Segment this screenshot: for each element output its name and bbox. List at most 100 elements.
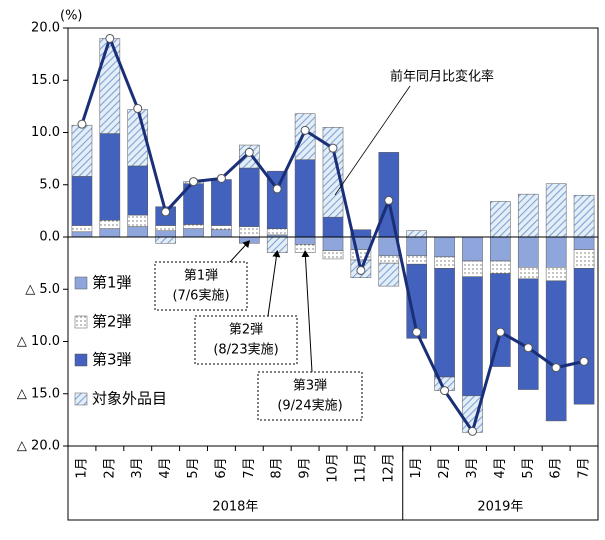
line-marker — [384, 195, 394, 205]
legend-swatch — [74, 353, 88, 367]
bar-segment — [127, 226, 149, 238]
x-tick-label: 11月 — [353, 453, 368, 483]
x-tick-label: 6月 — [214, 457, 229, 478]
bar-segment — [71, 176, 93, 226]
x-tick-label: 2月 — [102, 457, 117, 478]
bar-segment — [71, 124, 93, 177]
bar-segment — [545, 183, 567, 238]
x-tick-label: 7月 — [242, 457, 257, 478]
line-marker — [189, 177, 199, 187]
y-tick-label: △ 5.0 — [25, 282, 60, 297]
x-tick-label: 6月 — [549, 457, 564, 478]
line-marker — [133, 103, 143, 113]
bar-segment — [406, 263, 427, 339]
annotation-arrow — [301, 250, 313, 373]
legend-swatch — [74, 315, 88, 329]
bar-segment — [490, 201, 511, 238]
bar-segment — [322, 216, 344, 238]
bar-segment — [573, 268, 595, 405]
year-label: 2018年 — [212, 500, 258, 515]
y-tick-label: △ 10.0 — [17, 334, 60, 349]
bar-segment — [434, 268, 455, 378]
leader-line — [334, 85, 411, 196]
line-marker — [105, 33, 115, 43]
bar-segment — [573, 249, 595, 269]
bar-segment — [266, 170, 288, 229]
annotation-text: (7/6実施) — [172, 288, 229, 304]
annotation-arrow — [229, 240, 250, 263]
bar-segment — [462, 260, 483, 277]
line-marker — [272, 184, 282, 194]
bar-segment — [406, 230, 427, 238]
annotation-text: 第1弾 — [184, 269, 218, 284]
x-tick-label: 1月 — [74, 457, 89, 478]
bar-segment — [71, 231, 93, 238]
x-tick-label: 1月 — [409, 457, 424, 478]
legend-label: 対象外品目 — [92, 390, 167, 408]
bar-segment — [127, 165, 149, 216]
bar-segment — [211, 225, 232, 230]
annotation-text: 第2弾 — [229, 323, 263, 338]
bar-segment — [490, 236, 511, 262]
legend-label: 第3弾 — [92, 351, 132, 369]
y-tick-label: 0.0 — [39, 230, 60, 245]
y-tick-label: 15.0 — [31, 73, 60, 88]
bar-segment — [406, 236, 427, 257]
line-marker — [467, 426, 477, 436]
bar-segment — [378, 262, 400, 287]
bar-segment — [266, 236, 288, 253]
y-tick-label: 5.0 — [39, 177, 60, 192]
x-tick-label: 10月 — [326, 453, 341, 483]
x-tick-label: 4月 — [493, 457, 508, 478]
annotation-box — [154, 261, 248, 311]
bar-segment — [573, 194, 595, 238]
bar-segment — [517, 236, 539, 268]
bar-segment — [155, 230, 176, 238]
x-tick-label: 5月 — [186, 457, 201, 478]
annotation-arrow — [267, 250, 281, 317]
bar-segment — [462, 236, 483, 262]
legend-label: 第2弾 — [92, 313, 132, 331]
line-marker — [300, 125, 310, 135]
line-marker — [412, 327, 422, 337]
bar-segment — [378, 152, 400, 238]
bar-segment — [517, 267, 539, 280]
y-tick-label: △ 15.0 — [17, 386, 60, 401]
bar-segment — [434, 236, 455, 258]
bar-segment — [294, 236, 316, 245]
bar-segment — [99, 220, 121, 229]
bar-segment — [127, 214, 149, 227]
line-marker — [579, 356, 589, 366]
bar-segment — [239, 236, 260, 244]
annotation-box — [194, 315, 298, 365]
legend-label: 第1弾 — [92, 274, 132, 292]
y-tick-label: △ 20.0 — [17, 439, 60, 454]
bar-segment — [155, 236, 176, 244]
legend-swatch — [74, 276, 88, 290]
y-tick-label: 20.0 — [31, 21, 60, 36]
x-tick-label: 2月 — [437, 457, 452, 478]
bar-segment — [545, 280, 567, 422]
bar-segment — [490, 260, 511, 274]
bar-segment — [406, 255, 427, 265]
bar-segment — [378, 255, 400, 264]
bar-segment — [266, 228, 288, 236]
bar-segment — [517, 193, 539, 238]
legend-swatch — [74, 392, 88, 406]
annotation-text: 第3弾 — [293, 379, 327, 394]
x-tick-label: 8月 — [270, 457, 285, 478]
bar-segment — [322, 250, 344, 260]
annotation-text: (9/24実施) — [277, 398, 342, 414]
line-label: 前年同月比変化率 — [390, 69, 494, 85]
y-unit: (%) — [60, 9, 83, 24]
bar-segment — [545, 236, 567, 268]
bar-segment — [545, 267, 567, 282]
line-marker — [440, 386, 450, 396]
y-tick-label: 10.0 — [31, 125, 60, 140]
x-tick-label: 3月 — [465, 457, 480, 478]
bar-segment — [462, 276, 483, 397]
line-marker — [551, 363, 561, 373]
bar-segment — [211, 229, 232, 238]
plot-frame — [67, 27, 599, 521]
bar-segment — [71, 225, 93, 233]
